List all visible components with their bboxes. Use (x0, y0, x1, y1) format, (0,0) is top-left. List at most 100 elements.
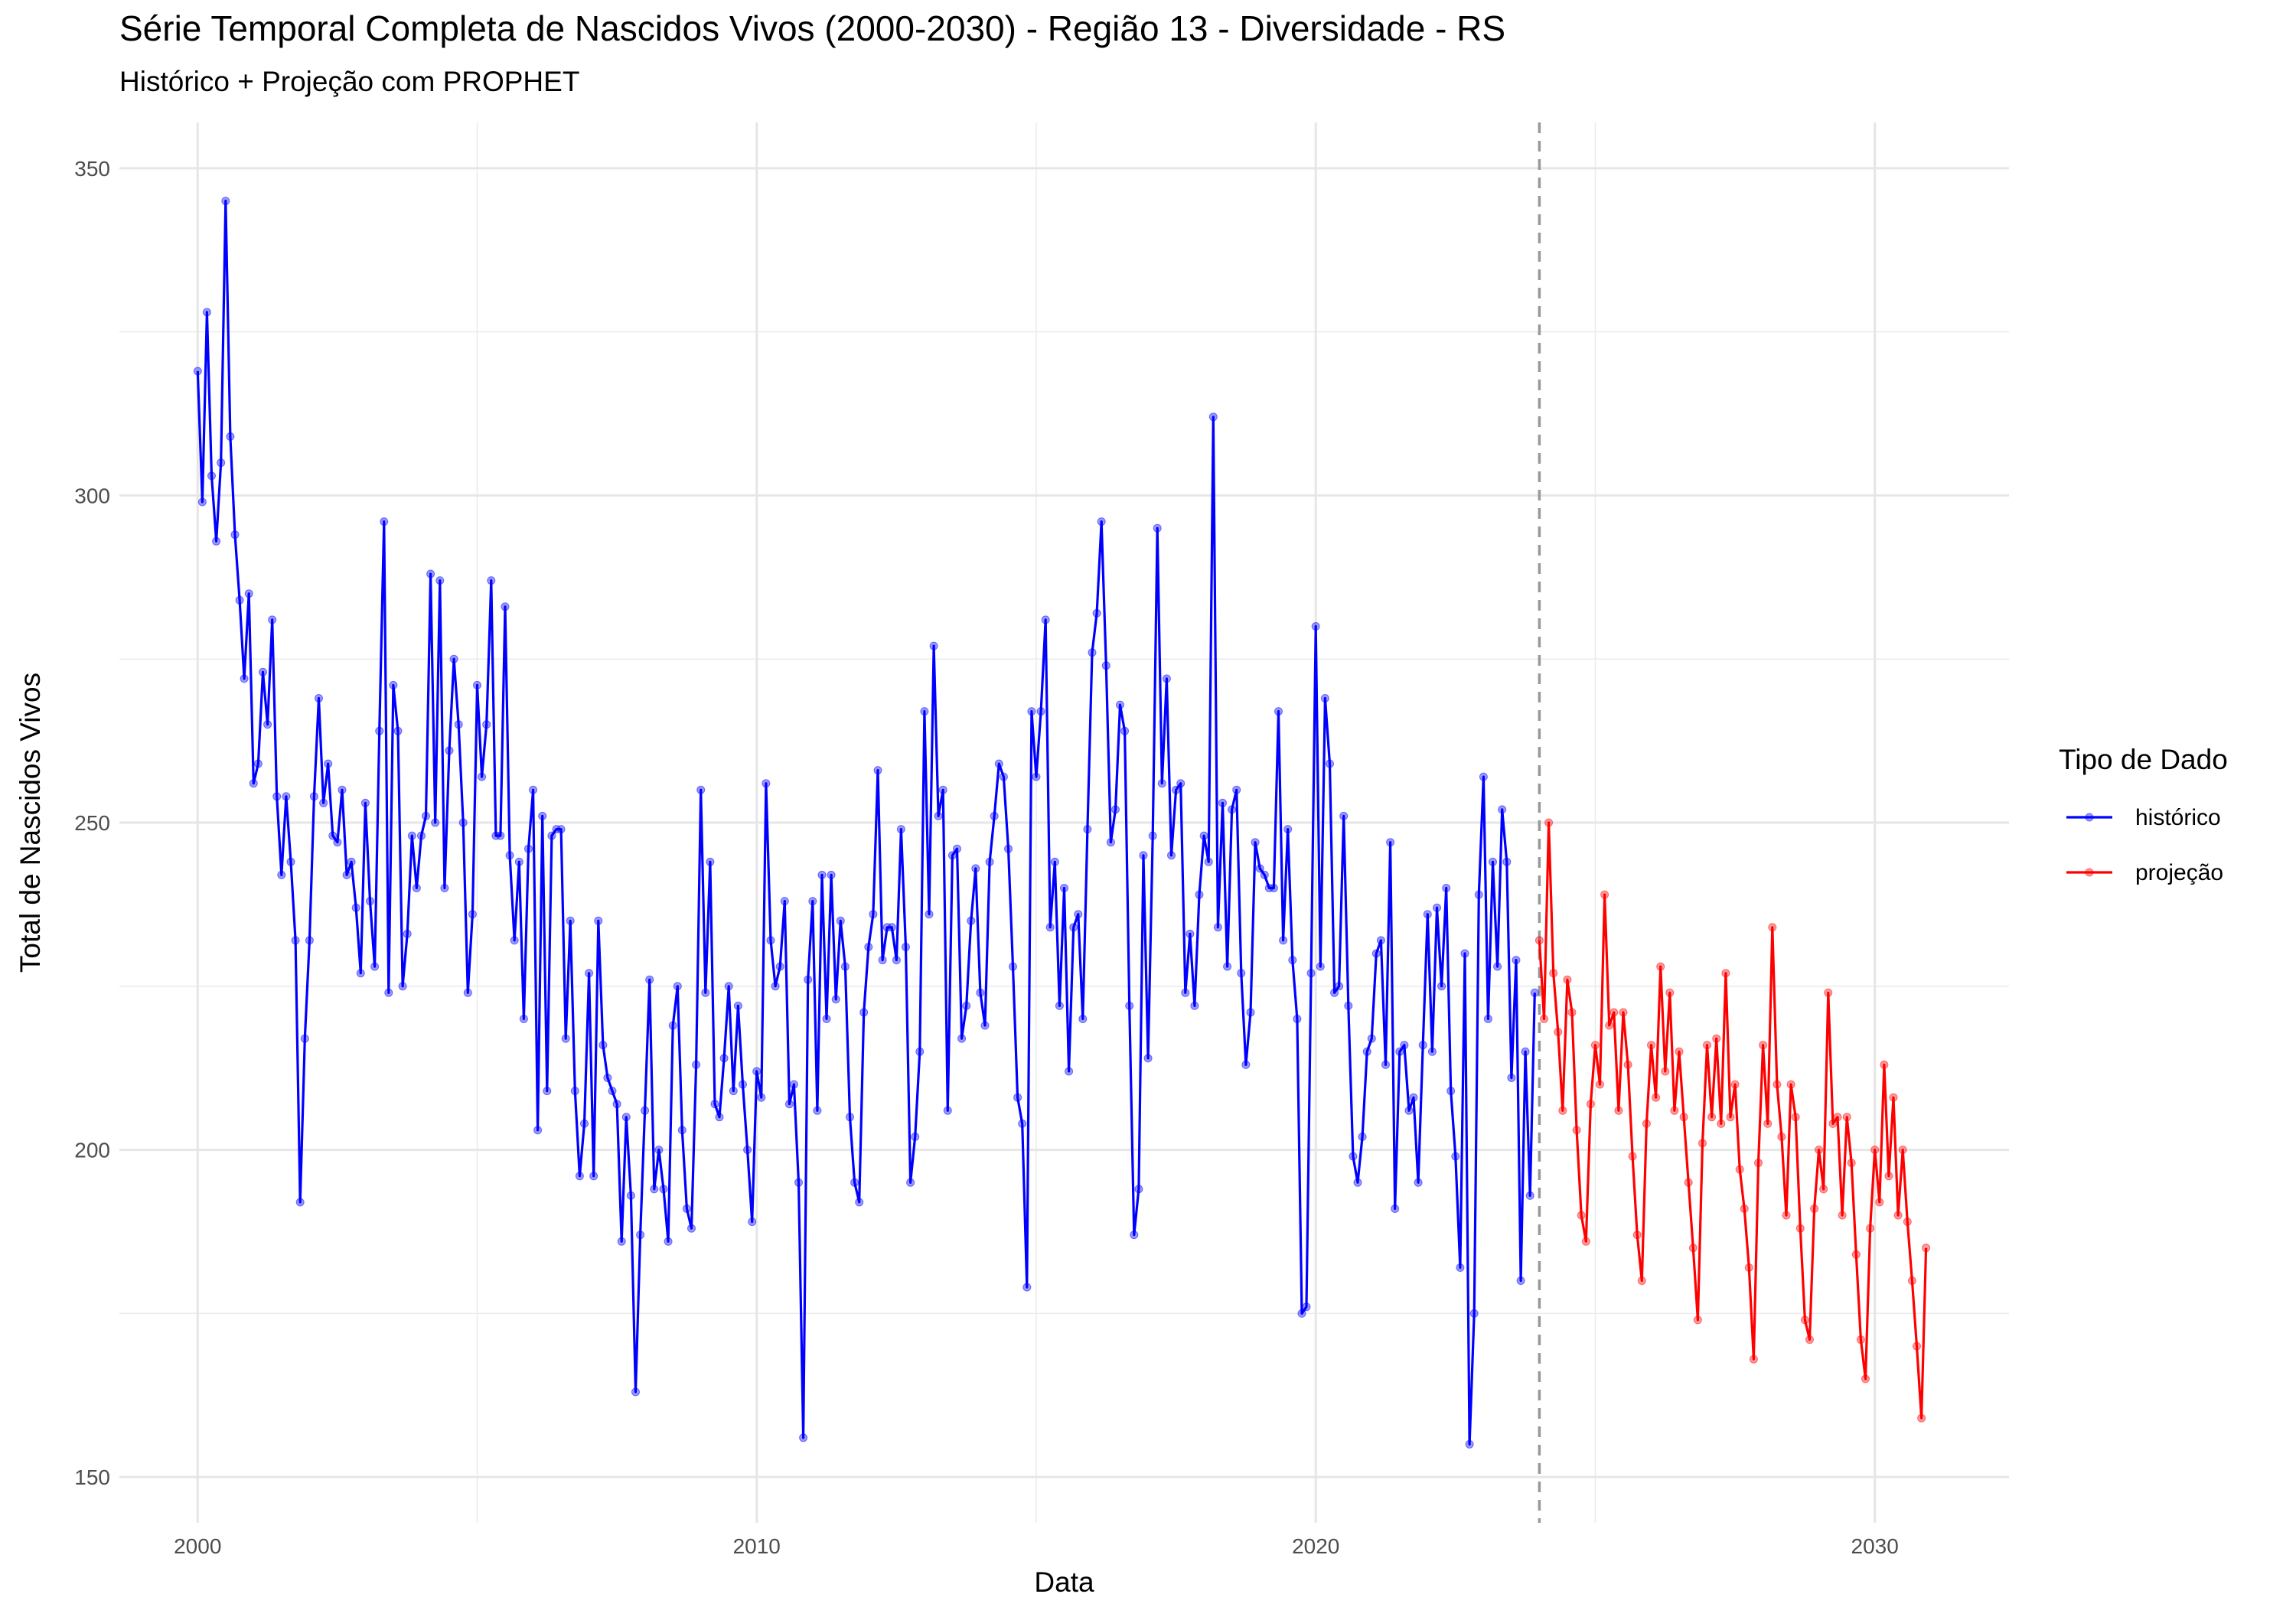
data-point (1395, 1047, 1404, 1056)
data-point (1507, 1074, 1516, 1082)
data-point (1549, 969, 1558, 978)
x-tick-label: 2030 (1851, 1534, 1899, 1558)
data-point (659, 1185, 668, 1194)
data-point (389, 680, 398, 689)
data-point (804, 975, 813, 984)
data-point (1838, 1211, 1847, 1220)
data-point (1474, 890, 1483, 899)
data-point (892, 956, 901, 965)
data-point (896, 825, 905, 834)
data-point (869, 910, 878, 919)
series-projecao (1534, 818, 1931, 1423)
data-point (1726, 1113, 1735, 1122)
data-point (771, 982, 780, 991)
data-point (1847, 1159, 1856, 1168)
data-point (934, 811, 943, 820)
data-point (1442, 884, 1451, 892)
data-point (309, 792, 318, 801)
data-point (1479, 772, 1488, 781)
data-point (1596, 1080, 1604, 1089)
data-point (1391, 1204, 1400, 1213)
data-point (1451, 1152, 1460, 1161)
data-point (458, 818, 468, 827)
axis-title-layer: Data Total de Nascidos Vivos (15, 673, 1094, 1598)
data-point (1786, 1080, 1795, 1089)
data-point (566, 916, 575, 925)
data-point (1717, 1119, 1726, 1128)
data-point (253, 759, 263, 768)
data-point (230, 530, 240, 539)
data-point (846, 1113, 854, 1122)
data-point (1320, 694, 1329, 702)
data-point (1116, 700, 1124, 709)
data-point (1172, 785, 1181, 794)
x-tick-label: 2020 (1292, 1534, 1339, 1558)
data-point (1032, 772, 1041, 781)
data-point (1688, 1244, 1698, 1253)
data-point (1148, 831, 1157, 840)
data-point (920, 707, 929, 716)
data-point (1157, 779, 1166, 788)
data-point (603, 1074, 612, 1082)
data-point (360, 798, 370, 807)
data-point (882, 923, 892, 932)
data-point (1078, 1015, 1088, 1023)
data-point (1749, 1354, 1758, 1364)
data-point (1208, 412, 1218, 422)
data-point (384, 988, 393, 997)
data-point (1134, 1185, 1143, 1194)
data-point (1371, 949, 1381, 958)
data-point (478, 772, 487, 781)
data-point (827, 870, 836, 879)
data-point (356, 969, 365, 978)
data-point (1237, 969, 1246, 978)
data-point (412, 884, 421, 892)
data-point (1922, 1244, 1931, 1253)
data-point (338, 785, 347, 794)
data-point (1842, 1113, 1851, 1122)
grid-layer (119, 122, 2009, 1523)
data-point (1530, 988, 1539, 997)
data-point (272, 792, 282, 801)
data-point (1567, 1008, 1577, 1017)
data-point (1861, 1374, 1870, 1384)
data-point (1456, 1263, 1465, 1272)
data-point (1423, 910, 1432, 919)
data-point (1223, 962, 1232, 971)
data-point (552, 825, 561, 834)
data-point (1125, 1001, 1134, 1010)
data-point (1577, 1211, 1586, 1220)
data-point (1316, 962, 1325, 971)
data-point (286, 857, 295, 866)
data-point (1670, 1106, 1679, 1115)
data-point (524, 844, 533, 853)
data-point (953, 844, 961, 853)
data-point (1181, 988, 1190, 997)
data-point (505, 851, 514, 860)
data-point (561, 1034, 570, 1043)
data-point (1759, 1041, 1768, 1050)
data-point (668, 1021, 677, 1030)
data-point (677, 1126, 687, 1135)
data-point (1204, 857, 1213, 866)
data-point (1041, 615, 1050, 624)
data-point (994, 759, 1003, 768)
data-point (1735, 1165, 1744, 1174)
data-point (1246, 1008, 1255, 1017)
data-point (1255, 864, 1264, 873)
data-point (197, 497, 207, 507)
data-point (538, 811, 547, 820)
data-point (947, 851, 957, 860)
data-point (1009, 962, 1017, 971)
data-point (1186, 929, 1195, 938)
data-point (1139, 851, 1148, 860)
data-point (431, 818, 440, 827)
data-point (282, 792, 291, 801)
data-point (840, 962, 850, 971)
data-point (375, 726, 384, 735)
data-point (514, 857, 523, 866)
data-point (1297, 1309, 1306, 1318)
data-point (1782, 1211, 1791, 1220)
data-point (911, 1133, 920, 1141)
